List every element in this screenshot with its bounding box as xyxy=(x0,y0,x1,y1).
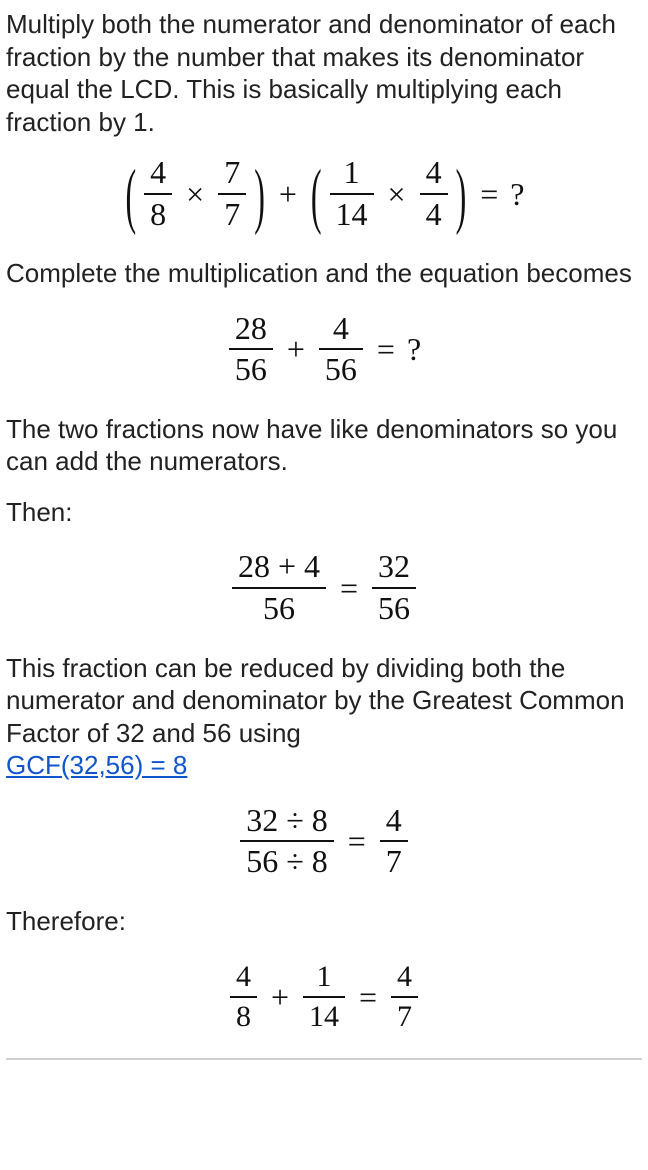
therefore-label: Therefore: xyxy=(6,905,642,938)
step-reduce-gcf: This fraction can be reduced by dividing… xyxy=(6,652,642,782)
frac-num: 28 + 4 xyxy=(232,550,326,584)
fraction-result: 4 7 xyxy=(389,961,420,1032)
frac-num: 4 xyxy=(327,312,355,346)
step-like-denominators: The two fractions now have like denomina… xyxy=(6,413,642,478)
equation-final: 4 8 + 1 14 = 4 7 xyxy=(6,955,642,1032)
frac-num: 4 xyxy=(230,961,257,993)
frac-den: 14 xyxy=(303,1001,345,1033)
fraction-div: 32 ÷ 8 56 ÷ 8 xyxy=(238,804,336,879)
frac-den: 56 xyxy=(257,592,301,626)
result-placeholder: ? xyxy=(510,174,524,214)
frac-den: 56 xyxy=(372,592,416,626)
fraction-c: 1 14 xyxy=(328,156,376,231)
gcf-link[interactable]: GCF(32,56) = 8 xyxy=(6,750,187,780)
frac-den: 56 ÷ 8 xyxy=(240,845,334,879)
frac-num: 4 xyxy=(144,156,172,190)
frac-den: 4 xyxy=(420,198,448,232)
equals-op: = xyxy=(472,174,506,214)
fraction-result: 32 56 xyxy=(370,550,418,625)
fraction-b: 1 14 xyxy=(301,961,347,1032)
fraction-a: 4 8 xyxy=(228,961,259,1032)
frac-den: 8 xyxy=(230,1001,257,1033)
fraction-sum: 28 + 4 56 xyxy=(230,550,328,625)
fraction-a: 28 56 xyxy=(227,312,275,387)
frac-num: 32 ÷ 8 xyxy=(240,804,334,838)
plus-op: + xyxy=(279,329,313,369)
frac-num: 1 xyxy=(338,156,366,190)
fraction-a: 4 8 xyxy=(142,156,174,231)
equals-op: = xyxy=(351,977,385,1017)
fraction-result: 4 7 xyxy=(378,804,410,879)
fraction-b: 4 56 xyxy=(317,312,365,387)
frac-den: 56 xyxy=(319,353,363,387)
frac-num: 32 xyxy=(372,550,416,584)
equals-op: = xyxy=(369,329,403,369)
fraction-d: 4 4 xyxy=(418,156,450,231)
frac-num: 4 xyxy=(380,804,408,838)
frac-den: 56 xyxy=(229,353,273,387)
step-complete-mult: Complete the multiplication and the equa… xyxy=(6,257,642,290)
fraction-b: 7 7 xyxy=(216,156,248,231)
reduce-text: This fraction can be reduced by dividing… xyxy=(6,653,625,748)
equals-op: = xyxy=(332,568,366,608)
frac-den: 7 xyxy=(391,1001,418,1033)
equation-lcd-multiply: ( 4 8 × 7 7 ) + ( 1 14 × 4 4 ) = ? xyxy=(6,156,642,231)
equation-divide-gcf: 32 ÷ 8 56 ÷ 8 = 4 7 xyxy=(6,800,642,879)
equation-add-numerators: 28 + 4 56 = 32 56 xyxy=(6,546,642,625)
frac-num: 28 xyxy=(229,312,273,346)
frac-den: 14 xyxy=(330,198,374,232)
step-explain-lcd: Multiply both the numerator and denomina… xyxy=(6,8,642,138)
equation-after-mult: 28 56 + 4 56 = ? xyxy=(6,308,642,387)
frac-den: 7 xyxy=(380,845,408,879)
times-op: × xyxy=(380,174,414,214)
equals-op: = xyxy=(340,821,374,861)
divider xyxy=(6,1058,642,1060)
plus-op: + xyxy=(271,174,305,214)
frac-num: 7 xyxy=(218,156,246,190)
frac-num: 4 xyxy=(391,961,418,993)
then-label: Then: xyxy=(6,496,642,529)
frac-den: 8 xyxy=(144,198,172,232)
plus-op: + xyxy=(263,977,297,1017)
frac-num: 4 xyxy=(420,156,448,190)
frac-den: 7 xyxy=(218,198,246,232)
frac-num: 1 xyxy=(311,961,338,993)
result-placeholder: ? xyxy=(407,329,421,369)
times-op: × xyxy=(178,174,212,214)
